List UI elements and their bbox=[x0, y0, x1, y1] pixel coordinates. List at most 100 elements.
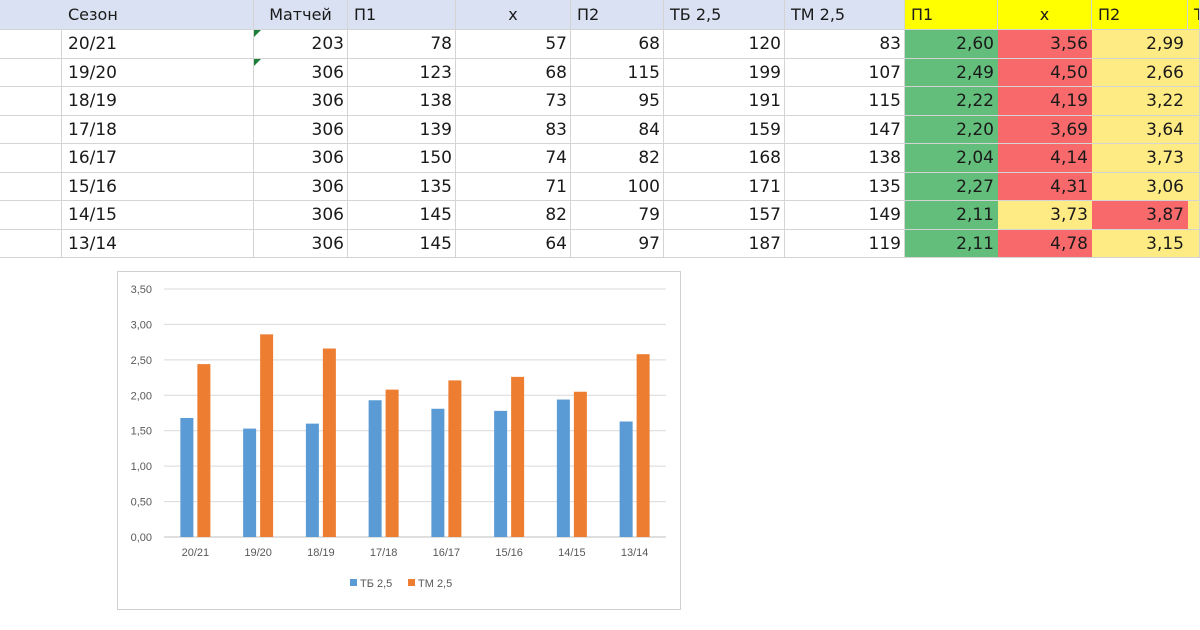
header-cell[interactable]: Т bbox=[1188, 0, 1200, 29]
under-count-cell[interactable]: 119 bbox=[785, 229, 905, 257]
empty-cell[interactable] bbox=[1188, 229, 1200, 257]
empty-cell[interactable] bbox=[1188, 115, 1200, 143]
p2-count-cell[interactable]: 100 bbox=[571, 172, 664, 200]
empty-cell[interactable] bbox=[1188, 172, 1200, 200]
draw-count-cell[interactable]: 57 bbox=[456, 30, 571, 58]
season-cell[interactable]: 18/19 bbox=[62, 87, 254, 115]
matches-cell[interactable]: 306 bbox=[254, 172, 348, 200]
over-count-cell[interactable]: 187 bbox=[664, 229, 785, 257]
matches-cell[interactable]: 203 bbox=[254, 30, 348, 58]
draw-odds-cell[interactable]: 4,78 bbox=[998, 229, 1092, 257]
bar-tb[interactable] bbox=[431, 408, 445, 537]
p1-count-cell[interactable]: 123 bbox=[348, 58, 456, 86]
empty-cell[interactable] bbox=[0, 87, 62, 115]
draw-count-cell[interactable]: 83 bbox=[456, 115, 571, 143]
header-cell[interactable]: П2 bbox=[1092, 0, 1188, 29]
p1-count-cell[interactable]: 135 bbox=[348, 172, 456, 200]
header-cell[interactable]: Сезон bbox=[0, 0, 254, 29]
header-cell[interactable]: х bbox=[456, 0, 571, 29]
over-count-cell[interactable]: 120 bbox=[664, 30, 785, 58]
under-count-cell[interactable]: 135 bbox=[785, 172, 905, 200]
p2-count-cell[interactable]: 79 bbox=[571, 201, 664, 229]
season-cell[interactable]: 19/20 bbox=[62, 58, 254, 86]
draw-count-cell[interactable]: 73 bbox=[456, 87, 571, 115]
matches-cell[interactable]: 306 bbox=[254, 87, 348, 115]
bar-tm[interactable] bbox=[573, 391, 587, 537]
matches-cell[interactable]: 306 bbox=[254, 229, 348, 257]
p2-count-cell[interactable]: 97 bbox=[571, 229, 664, 257]
over-count-cell[interactable]: 157 bbox=[664, 201, 785, 229]
p1-count-cell[interactable]: 145 bbox=[348, 229, 456, 257]
p2-odds-cell[interactable]: 3,87 bbox=[1092, 201, 1188, 229]
empty-cell[interactable] bbox=[0, 115, 62, 143]
p1-count-cell[interactable]: 139 bbox=[348, 115, 456, 143]
p2-odds-cell[interactable]: 3,22 bbox=[1092, 87, 1188, 115]
header-cell[interactable]: П2 bbox=[571, 0, 664, 29]
p1-odds-cell[interactable]: 2,20 bbox=[905, 115, 998, 143]
p2-count-cell[interactable]: 68 bbox=[571, 30, 664, 58]
under-count-cell[interactable]: 149 bbox=[785, 201, 905, 229]
under-count-cell[interactable]: 115 bbox=[785, 87, 905, 115]
empty-cell[interactable] bbox=[0, 58, 62, 86]
empty-cell[interactable] bbox=[0, 30, 62, 58]
empty-cell[interactable] bbox=[1188, 30, 1200, 58]
bar-tb[interactable] bbox=[556, 399, 570, 537]
empty-cell[interactable] bbox=[0, 172, 62, 200]
p2-odds-cell[interactable]: 3,64 bbox=[1092, 115, 1188, 143]
p1-odds-cell[interactable]: 2,04 bbox=[905, 144, 998, 172]
matches-cell[interactable]: 306 bbox=[254, 144, 348, 172]
empty-cell[interactable] bbox=[1188, 144, 1200, 172]
season-cell[interactable]: 17/18 bbox=[62, 115, 254, 143]
bar-tb[interactable] bbox=[305, 423, 319, 537]
p2-count-cell[interactable]: 82 bbox=[571, 144, 664, 172]
draw-count-cell[interactable]: 74 bbox=[456, 144, 571, 172]
p1-count-cell[interactable]: 150 bbox=[348, 144, 456, 172]
draw-odds-cell[interactable]: 3,69 bbox=[998, 115, 1092, 143]
draw-count-cell[interactable]: 71 bbox=[456, 172, 571, 200]
over-count-cell[interactable]: 159 bbox=[664, 115, 785, 143]
p2-odds-cell[interactable]: 3,15 bbox=[1092, 229, 1188, 257]
p2-odds-cell[interactable]: 2,66 bbox=[1092, 58, 1188, 86]
draw-odds-cell[interactable]: 3,73 bbox=[998, 201, 1092, 229]
over-count-cell[interactable]: 199 bbox=[664, 58, 785, 86]
p1-odds-cell[interactable]: 2,22 bbox=[905, 87, 998, 115]
over-count-cell[interactable]: 171 bbox=[664, 172, 785, 200]
season-cell[interactable]: 15/16 bbox=[62, 172, 254, 200]
draw-odds-cell[interactable]: 4,31 bbox=[998, 172, 1092, 200]
p2-count-cell[interactable]: 115 bbox=[571, 58, 664, 86]
draw-odds-cell[interactable]: 3,56 bbox=[998, 30, 1092, 58]
p2-odds-cell[interactable]: 2,99 bbox=[1092, 30, 1188, 58]
bar-tm[interactable] bbox=[197, 364, 211, 537]
p1-odds-cell[interactable]: 2,49 bbox=[905, 58, 998, 86]
empty-cell[interactable] bbox=[1188, 87, 1200, 115]
bar-tm[interactable] bbox=[448, 380, 462, 537]
p1-odds-cell[interactable]: 2,11 bbox=[905, 201, 998, 229]
matches-cell[interactable]: 306 bbox=[254, 201, 348, 229]
season-cell[interactable]: 16/17 bbox=[62, 144, 254, 172]
error-indicator-icon[interactable] bbox=[254, 58, 261, 66]
empty-cell[interactable] bbox=[1188, 201, 1200, 229]
season-cell[interactable]: 13/14 bbox=[62, 229, 254, 257]
empty-cell[interactable] bbox=[0, 229, 62, 257]
draw-count-cell[interactable]: 82 bbox=[456, 201, 571, 229]
bar-tb[interactable] bbox=[180, 417, 194, 537]
p2-count-cell[interactable]: 95 bbox=[571, 87, 664, 115]
empty-cell[interactable] bbox=[0, 201, 62, 229]
header-cell[interactable]: ТБ 2,5 bbox=[664, 0, 785, 29]
header-cell[interactable]: х bbox=[998, 0, 1092, 29]
bar-chart[interactable]: 0,00 0,50 1,00 1,50 2,00 2,50 3,00 3,50 20/21 19/… bbox=[117, 271, 681, 610]
season-cell[interactable]: 20/21 bbox=[62, 30, 254, 58]
header-cell[interactable]: ТМ 2,5 bbox=[785, 0, 905, 29]
bar-tm[interactable] bbox=[260, 334, 274, 537]
draw-odds-cell[interactable]: 4,19 bbox=[998, 87, 1092, 115]
bar-tb[interactable] bbox=[619, 421, 633, 537]
matches-cell[interactable]: 306 bbox=[254, 115, 348, 143]
p2-count-cell[interactable]: 84 bbox=[571, 115, 664, 143]
error-indicator-icon[interactable] bbox=[254, 30, 261, 37]
p1-count-cell[interactable]: 138 bbox=[348, 87, 456, 115]
p2-odds-cell[interactable]: 3,06 bbox=[1092, 172, 1188, 200]
bar-tm[interactable] bbox=[511, 376, 525, 537]
bar-tb[interactable] bbox=[368, 400, 382, 537]
draw-count-cell[interactable]: 64 bbox=[456, 229, 571, 257]
p1-count-cell[interactable]: 145 bbox=[348, 201, 456, 229]
